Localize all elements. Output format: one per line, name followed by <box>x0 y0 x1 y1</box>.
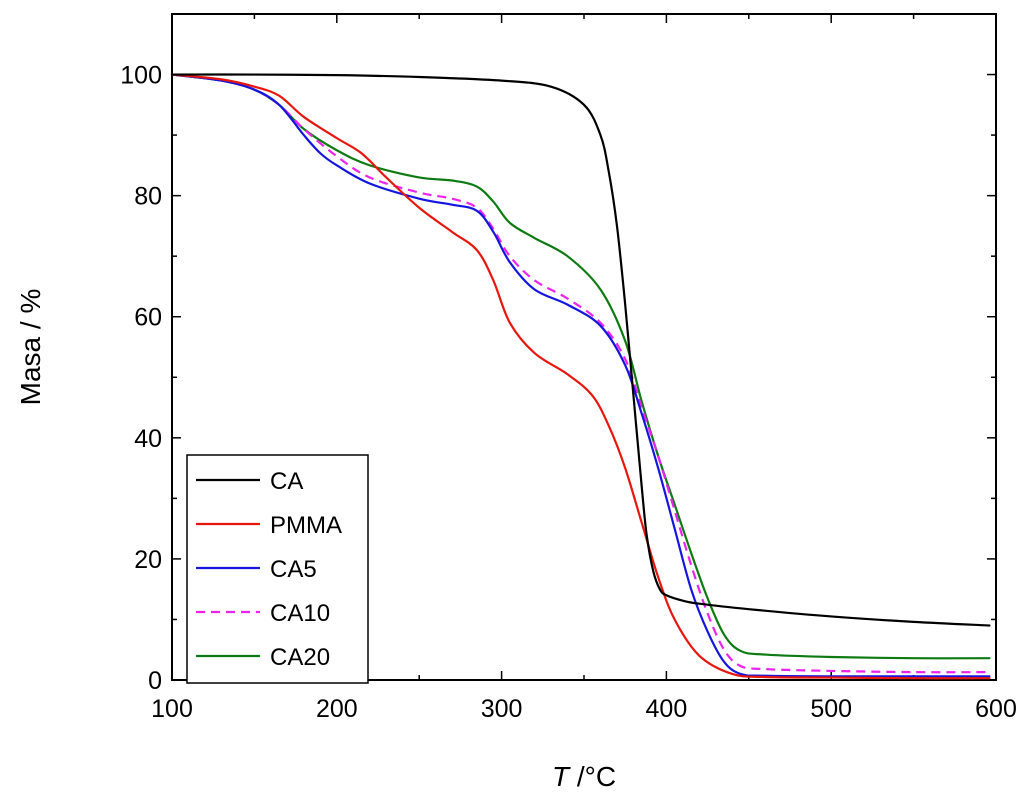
legend-label-ca20: CA20 <box>270 644 330 671</box>
x-tick-label: 200 <box>316 695 358 723</box>
legend-label-ca10: CA10 <box>270 600 330 627</box>
x-tick-label: 600 <box>975 695 1017 723</box>
series-line-ca20 <box>170 73 991 660</box>
x-axis-title: T /°C <box>552 761 616 792</box>
x-tick-label: 300 <box>481 695 523 723</box>
legend: CA PMMA CA5 CA10 CA20 <box>186 454 369 684</box>
y-tick-label: 20 <box>134 546 162 574</box>
y-tick-label: 80 <box>134 183 162 211</box>
series-line-ca5 <box>170 73 991 678</box>
series-line-ca <box>170 73 991 627</box>
legend-label-ca: CA <box>270 468 303 495</box>
legend-label-pmma: PMMA <box>270 512 342 539</box>
series-line-ca10 <box>171 73 990 674</box>
legend-label-ca5: CA5 <box>270 556 317 583</box>
series-lines <box>170 73 991 680</box>
y-tick-label: 40 <box>134 425 162 453</box>
x-axis-title-symbol: T <box>552 761 571 792</box>
x-tick-label: 100 <box>151 695 193 723</box>
y-tick-label: 100 <box>120 62 162 90</box>
y-tick-label: 60 <box>134 304 162 332</box>
y-tick-label: 0 <box>148 667 162 695</box>
x-axis-title-unit: /°C <box>569 761 616 792</box>
x-axis-ticks: 100 200 300 400 500 600 <box>151 14 1017 723</box>
x-tick-label: 500 <box>810 695 852 723</box>
y-axis-title: Masa / % <box>15 289 46 406</box>
y-axis-ticks: 0 20 40 60 80 100 <box>120 13 996 695</box>
series-line-pmma <box>170 73 991 680</box>
x-tick-label: 400 <box>646 695 688 723</box>
